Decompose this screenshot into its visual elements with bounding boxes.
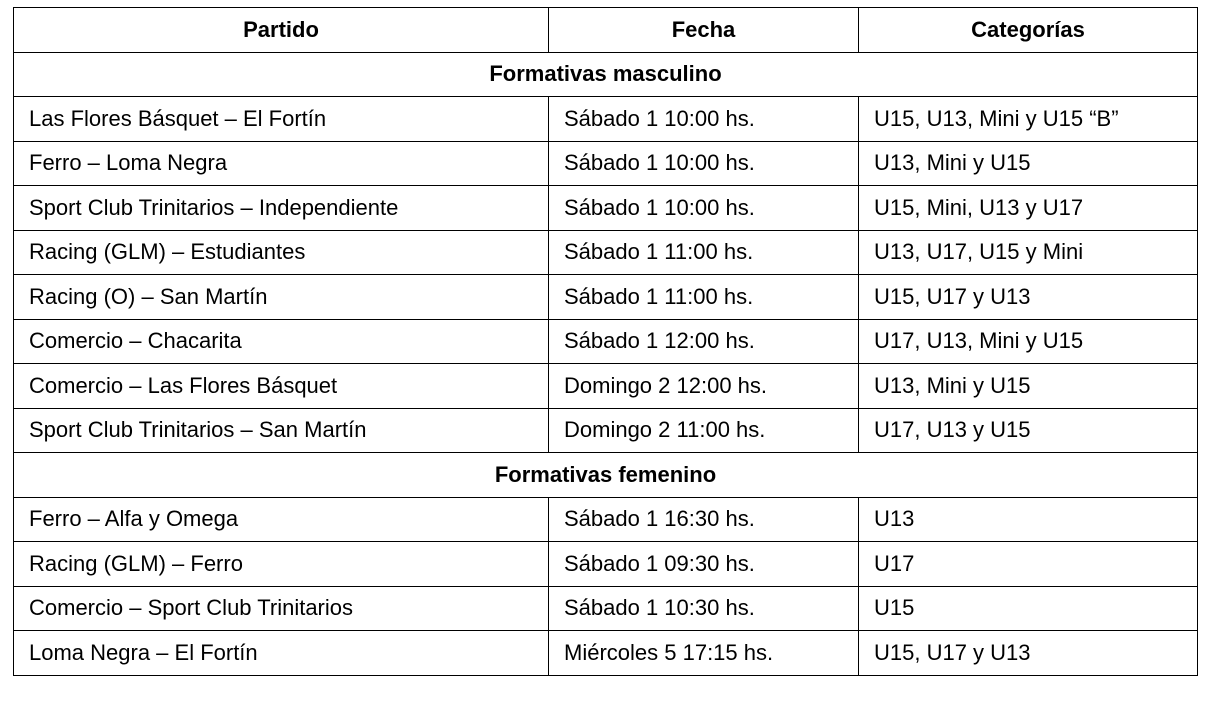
table-row: Las Flores Básquet – El Fortín Sábado 1 1… (13, 96, 1198, 142)
date-cell: Sábado 1 11:00 hs. (548, 229, 859, 275)
match-cell: Sport Club Trinitarios – San Martín (13, 407, 549, 453)
section-title: Formativas masculino (13, 51, 1198, 97)
date-cell: Sábado 1 10:00 hs. (548, 185, 859, 231)
categories-cell: U15, U13, Mini y U15 “B” (858, 96, 1198, 142)
match-cell: Loma Negra – El Fortín (13, 630, 549, 676)
section-row: Formativas femenino (13, 452, 1198, 498)
header-fecha: Fecha (548, 7, 859, 53)
date-cell: Sábado 1 16:30 hs. (548, 496, 859, 542)
table-row: Racing (GLM) – Estudiantes Sábado 1 11:00… (13, 229, 1198, 275)
match-cell: Sport Club Trinitarios – Independiente (13, 185, 549, 231)
header-categorias: Categorías (858, 7, 1198, 53)
categories-cell: U13, Mini y U15 (858, 363, 1198, 409)
date-cell: Sábado 1 10:00 hs. (548, 96, 859, 142)
categories-cell: U15, U17 y U13 (858, 630, 1198, 676)
categories-cell: U17 (858, 541, 1198, 587)
header-row: Partido Fecha Categorías (13, 7, 1198, 53)
date-cell: Domingo 2 11:00 hs. (548, 407, 859, 453)
date-cell: Sábado 1 12:00 hs. (548, 318, 859, 364)
date-cell: Sábado 1 10:00 hs. (548, 140, 859, 186)
section-title: Formativas femenino (13, 452, 1198, 498)
categories-cell: U13, Mini y U15 (858, 140, 1198, 186)
table-row: Racing (O) – San Martín Sábado 1 11:00 hs… (13, 274, 1198, 320)
table-row: Racing (GLM) – Ferro Sábado 1 09:30 hs. U1… (13, 541, 1198, 587)
categories-cell: U17, U13, Mini y U15 (858, 318, 1198, 364)
table-row: Sport Club Trinitarios – Independiente Sá… (13, 185, 1198, 231)
match-cell: Ferro – Alfa y Omega (13, 496, 549, 542)
date-cell: Sábado 1 10:30 hs. (548, 585, 859, 631)
table-row: Comercio – Sport Club Trinitarios Sábado … (13, 585, 1198, 631)
table-row: Comercio – Las Flores Básquet Domingo 2 1… (13, 363, 1198, 409)
header-partido: Partido (13, 7, 549, 53)
categories-cell: U15 (858, 585, 1198, 631)
match-cell: Comercio – Sport Club Trinitarios (13, 585, 549, 631)
match-cell: Racing (GLM) – Ferro (13, 541, 549, 587)
match-cell: Ferro – Loma Negra (13, 140, 549, 186)
categories-cell: U15, U17 y U13 (858, 274, 1198, 320)
match-cell: Comercio – Chacarita (13, 318, 549, 364)
date-cell: Domingo 2 12:00 hs. (548, 363, 859, 409)
match-cell: Las Flores Básquet – El Fortín (13, 96, 549, 142)
table-row: Comercio – Chacarita Sábado 1 12:00 hs. U1… (13, 318, 1198, 364)
table-row: Ferro – Loma Negra Sábado 1 10:00 hs. U13,… (13, 140, 1198, 186)
categories-cell: U13, U17, U15 y Mini (858, 229, 1198, 275)
match-cell: Comercio – Las Flores Básquet (13, 363, 549, 409)
date-cell: Sábado 1 11:00 hs. (548, 274, 859, 320)
match-cell: Racing (O) – San Martín (13, 274, 549, 320)
categories-cell: U17, U13 y U15 (858, 407, 1198, 453)
table-row: Ferro – Alfa y Omega Sábado 1 16:30 hs. U1… (13, 496, 1198, 542)
date-cell: Sábado 1 09:30 hs. (548, 541, 859, 587)
table-row: Sport Club Trinitarios – San Martín Domin… (13, 407, 1198, 453)
schedule-table: Partido Fecha Categorías Formativas masc… (13, 7, 1198, 676)
section-row: Formativas masculino (13, 51, 1198, 97)
categories-cell: U15, Mini, U13 y U17 (858, 185, 1198, 231)
match-cell: Racing (GLM) – Estudiantes (13, 229, 549, 275)
table-row: Loma Negra – El Fortín Miércoles 5 17:15 … (13, 630, 1198, 676)
categories-cell: U13 (858, 496, 1198, 542)
date-cell: Miércoles 5 17:15 hs. (548, 630, 859, 676)
